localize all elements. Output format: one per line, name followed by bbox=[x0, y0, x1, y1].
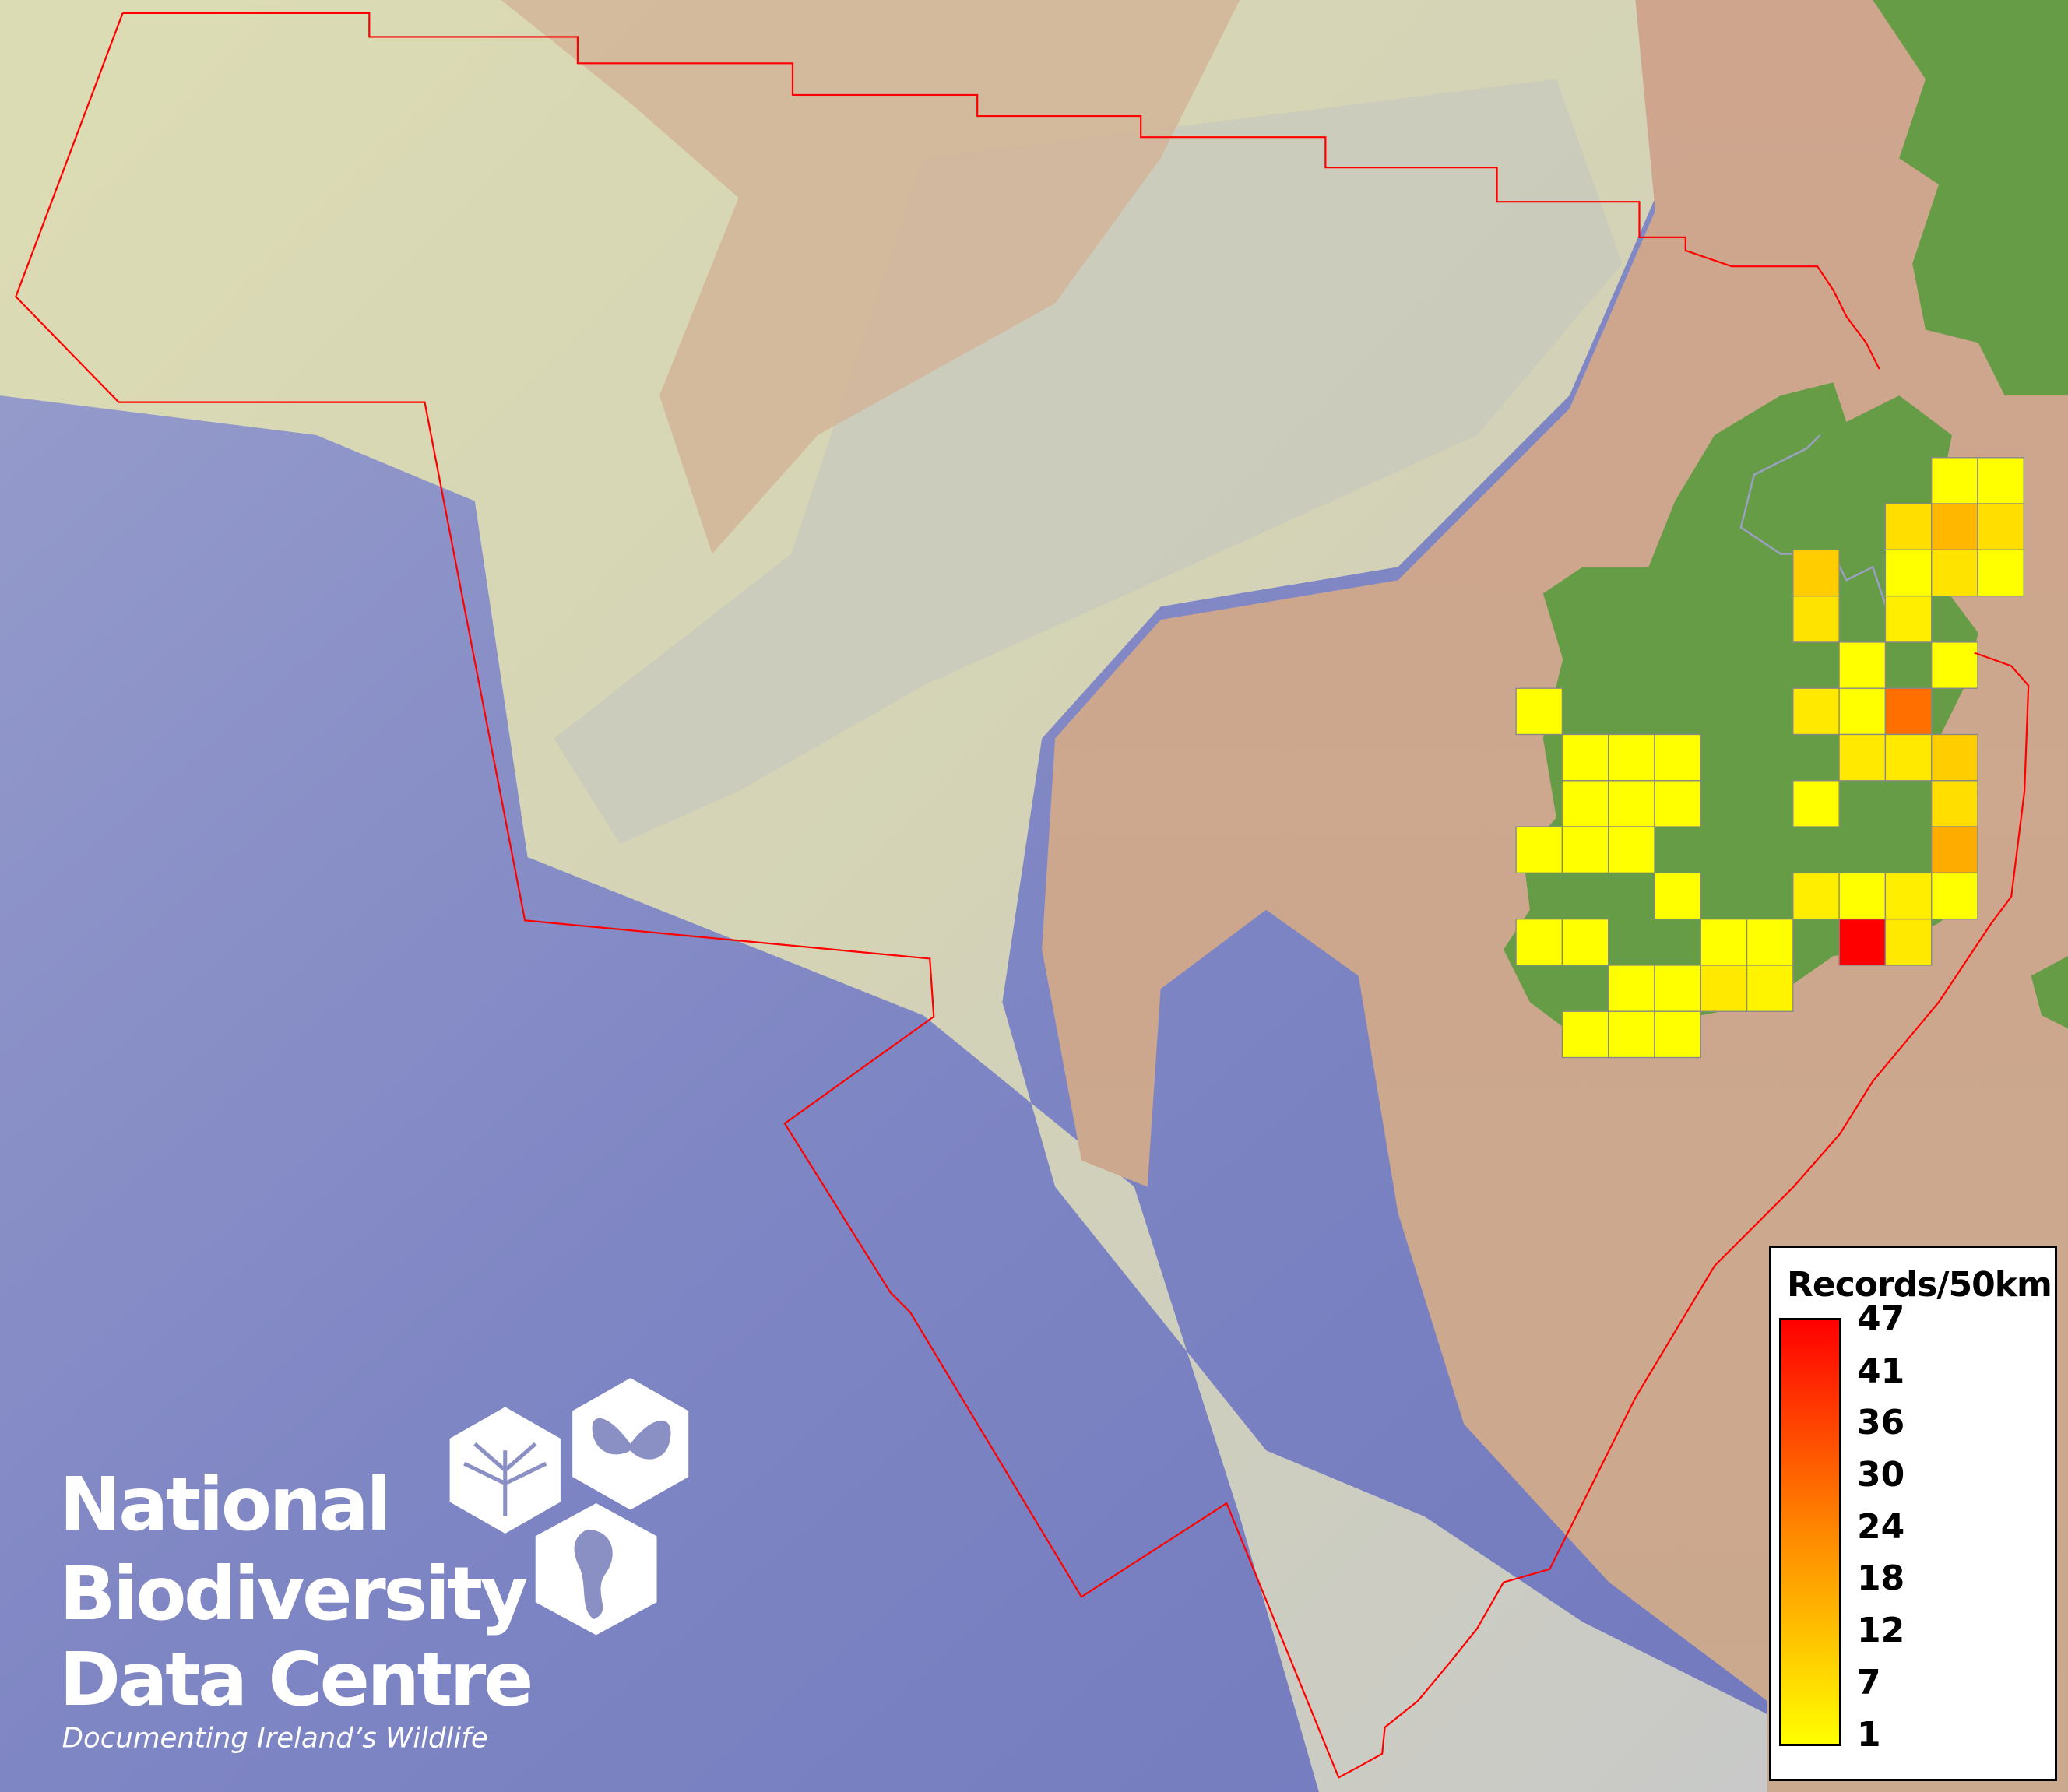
grid-cell[interactable] bbox=[1792, 595, 1840, 643]
grid-cell[interactable] bbox=[1561, 733, 1609, 782]
ndbc-logo: National Biodiversity Data Centre Docume… bbox=[59, 1378, 689, 1754]
wales-landmass bbox=[2031, 956, 2068, 1029]
grid-cell[interactable] bbox=[1884, 733, 1933, 782]
grid-cell[interactable] bbox=[1792, 687, 1840, 736]
grid-cell[interactable] bbox=[1884, 918, 1933, 966]
record-grid bbox=[1515, 457, 2024, 1059]
grid-cell[interactable] bbox=[1931, 826, 1978, 874]
grid-cell[interactable] bbox=[1561, 780, 1609, 827]
grid-cell[interactable] bbox=[1746, 965, 1794, 1012]
grid-cell[interactable] bbox=[1792, 780, 1840, 827]
grid-cell[interactable] bbox=[1608, 1010, 1655, 1059]
boundary-line-outer bbox=[15, 12, 2030, 1779]
legend-tick-label: 30 bbox=[1857, 1455, 1905, 1495]
grid-cell[interactable] bbox=[1792, 549, 1840, 597]
grid-cell[interactable] bbox=[1931, 503, 1978, 551]
grid-cell[interactable] bbox=[1838, 918, 1887, 966]
grid-cell[interactable] bbox=[1931, 641, 1978, 689]
logo-line-3: Data Centre bbox=[59, 1637, 531, 1723]
legend-tick-label: 12 bbox=[1857, 1611, 1905, 1651]
grid-cell[interactable] bbox=[1931, 549, 1978, 597]
grid-cell[interactable] bbox=[1931, 733, 1978, 782]
grid-cell[interactable] bbox=[1977, 503, 2024, 551]
logo-line-2: Biodiversity bbox=[59, 1551, 527, 1637]
legend-color-bar bbox=[1779, 1318, 1841, 1746]
grid-cell[interactable] bbox=[1608, 826, 1655, 874]
grid-cell[interactable] bbox=[1838, 733, 1887, 782]
boundary-line bbox=[122, 12, 1880, 370]
grid-cell[interactable] bbox=[1746, 918, 1794, 966]
sea-plateau bbox=[554, 79, 1623, 845]
grid-cell[interactable] bbox=[1515, 687, 1563, 736]
border-line bbox=[1739, 434, 1887, 607]
grid-cell[interactable] bbox=[1884, 595, 1933, 643]
grid-cell[interactable] bbox=[1654, 780, 1701, 827]
legend-tick-label: 7 bbox=[1857, 1662, 1881, 1702]
seahorse-icon bbox=[535, 1503, 657, 1636]
legend-tick-label: 1 bbox=[1857, 1714, 1881, 1755]
grid-cell[interactable] bbox=[1977, 549, 2024, 597]
grid-cell[interactable] bbox=[1931, 780, 1978, 827]
legend-tick-label: 18 bbox=[1857, 1558, 1905, 1599]
legend-tick-label: 41 bbox=[1857, 1351, 1905, 1391]
logo-tagline: Documenting Ireland’s Wildlife bbox=[62, 1722, 488, 1754]
grid-cell[interactable] bbox=[1608, 733, 1655, 782]
grid-cell[interactable] bbox=[1654, 872, 1701, 920]
grid-cell[interactable] bbox=[1931, 872, 1978, 920]
grid-cell[interactable] bbox=[1977, 457, 2024, 504]
legend: Records/50km 47 41 36 30 24 18 12 7 1 bbox=[1769, 1246, 2057, 1781]
grid-cell[interactable] bbox=[1515, 918, 1563, 966]
grid-cell[interactable] bbox=[1561, 826, 1609, 874]
grid-cell[interactable] bbox=[1884, 503, 1933, 551]
grid-cell[interactable] bbox=[1561, 918, 1609, 966]
tree-icon bbox=[449, 1407, 561, 1534]
logo-line-1: National bbox=[59, 1462, 389, 1548]
grid-cell[interactable] bbox=[1884, 872, 1933, 920]
grid-cell[interactable] bbox=[1792, 872, 1840, 920]
grid-cell[interactable] bbox=[1608, 965, 1655, 1012]
grid-cell[interactable] bbox=[1884, 687, 1933, 736]
grid-cell[interactable] bbox=[1838, 641, 1887, 689]
legend-tick-label: 36 bbox=[1857, 1403, 1905, 1443]
legend-tick-label: 24 bbox=[1857, 1506, 1905, 1547]
grid-cell[interactable] bbox=[1838, 872, 1887, 920]
grid-cell[interactable] bbox=[1608, 780, 1655, 827]
shelf-tan-upper bbox=[501, 0, 1240, 554]
grid-cell[interactable] bbox=[1654, 1010, 1701, 1059]
grid-cell[interactable] bbox=[1700, 965, 1748, 1012]
legend-tick-label: 47 bbox=[1857, 1299, 1905, 1339]
scotland-landmass bbox=[1873, 0, 2068, 396]
grid-cell[interactable] bbox=[1838, 687, 1887, 736]
grid-cell[interactable] bbox=[1515, 826, 1563, 874]
legend-title: Records/50km bbox=[1787, 1265, 2052, 1305]
grid-cell[interactable] bbox=[1561, 1010, 1609, 1059]
grid-cell[interactable] bbox=[1884, 549, 1933, 597]
grid-cell[interactable] bbox=[1931, 457, 1978, 504]
grid-cell[interactable] bbox=[1654, 733, 1701, 782]
grid-cell[interactable] bbox=[1700, 918, 1748, 966]
butterfly-icon bbox=[572, 1378, 689, 1510]
grid-cell[interactable] bbox=[1654, 965, 1701, 1012]
